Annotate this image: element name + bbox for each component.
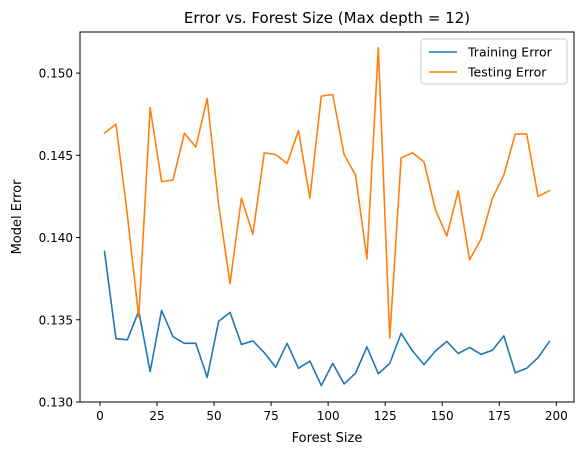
x-tick-label: 25 [149,409,164,423]
legend-label-training-error: Training Error [467,45,553,60]
y-tick-label: 0.130 [39,396,73,410]
y-tick-label: 0.140 [39,231,73,245]
y-tick-label: 0.150 [39,67,73,81]
legend: Training Error Testing Error [420,38,568,85]
x-tick-label: 125 [374,409,397,423]
training-error-line [103,250,551,387]
legend-label-testing-error: Testing Error [467,65,547,80]
x-axis-label: Forest Size [292,431,363,446]
x-tick-label: 150 [431,409,454,423]
y-axis: 0.130 0.135 0.140 0.145 0.150 [39,67,80,410]
y-tick-label: 0.145 [39,149,73,163]
y-tick-label: 0.135 [39,313,73,327]
x-tick-label: 75 [263,409,278,423]
testing-error-line [103,46,551,339]
x-tick-label: 200 [545,409,568,423]
x-axis: 0 25 50 75 100 125 150 175 200 [96,402,568,423]
y-axis-label: Model Error [10,179,25,255]
x-tick-label: 175 [488,409,511,423]
x-tick-label: 50 [206,409,221,423]
x-tick-label: 100 [317,409,340,423]
legend-box [420,38,568,85]
chart-title: Error vs. Forest Size (Max depth = 12) [184,9,470,27]
series-layer [103,46,551,387]
axes-frame [79,31,575,403]
x-tick-label: 0 [96,409,104,423]
